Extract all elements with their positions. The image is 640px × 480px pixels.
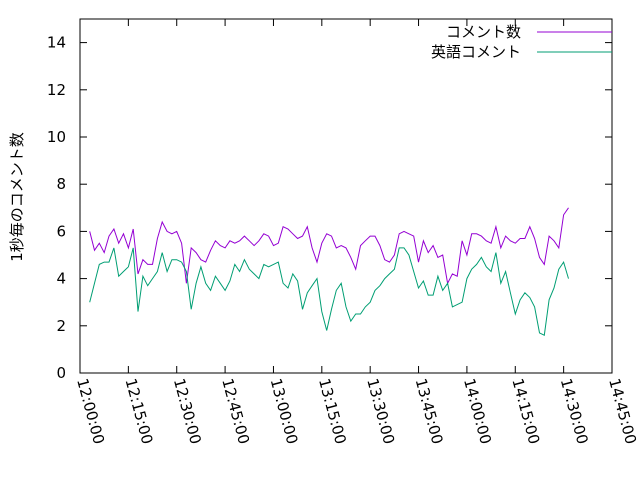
legend-label: コメント数 <box>446 23 521 41</box>
y-tick-label: 8 <box>56 175 66 193</box>
x-tick-label: 12:00:00 <box>73 376 108 446</box>
axes: 0 2 4 6 8 10 12 14 12:00:00 12:15:00 12:30:00 12:45… <box>47 18 640 446</box>
series-line <box>89 247 569 336</box>
plot-frame <box>79 18 613 374</box>
y-tick-label: 12 <box>47 81 66 99</box>
y-tick-label: 14 <box>47 34 66 52</box>
legend-label: 英語コメント <box>431 43 521 61</box>
x-tick-label: 14:30:00 <box>557 376 592 446</box>
x-tick-label: 13:45:00 <box>412 376 447 446</box>
y-tick-label: 2 <box>56 317 66 335</box>
x-tick-label: 12:15:00 <box>121 376 156 446</box>
y-tick-label: 6 <box>56 222 66 240</box>
x-tick-label: 14:45:00 <box>605 376 640 446</box>
y-axis-label: 1秒毎のコメント数 <box>8 132 26 262</box>
series-layer <box>89 207 569 336</box>
x-tick-label: 14:00:00 <box>460 376 495 446</box>
x-tick-label: 14:15:00 <box>508 376 543 446</box>
y-tick-label: 10 <box>47 128 66 146</box>
x-tick-label: 13:00:00 <box>267 376 302 446</box>
x-tick-label: 12:30:00 <box>170 376 205 446</box>
x-tick-label: 13:30:00 <box>363 376 398 446</box>
y-tick-label: 4 <box>56 270 66 288</box>
x-tick-label: 12:45:00 <box>218 376 253 446</box>
series-line <box>89 207 569 285</box>
x-tick-label: 13:15:00 <box>315 376 350 446</box>
y-tick-label: 0 <box>56 364 66 382</box>
